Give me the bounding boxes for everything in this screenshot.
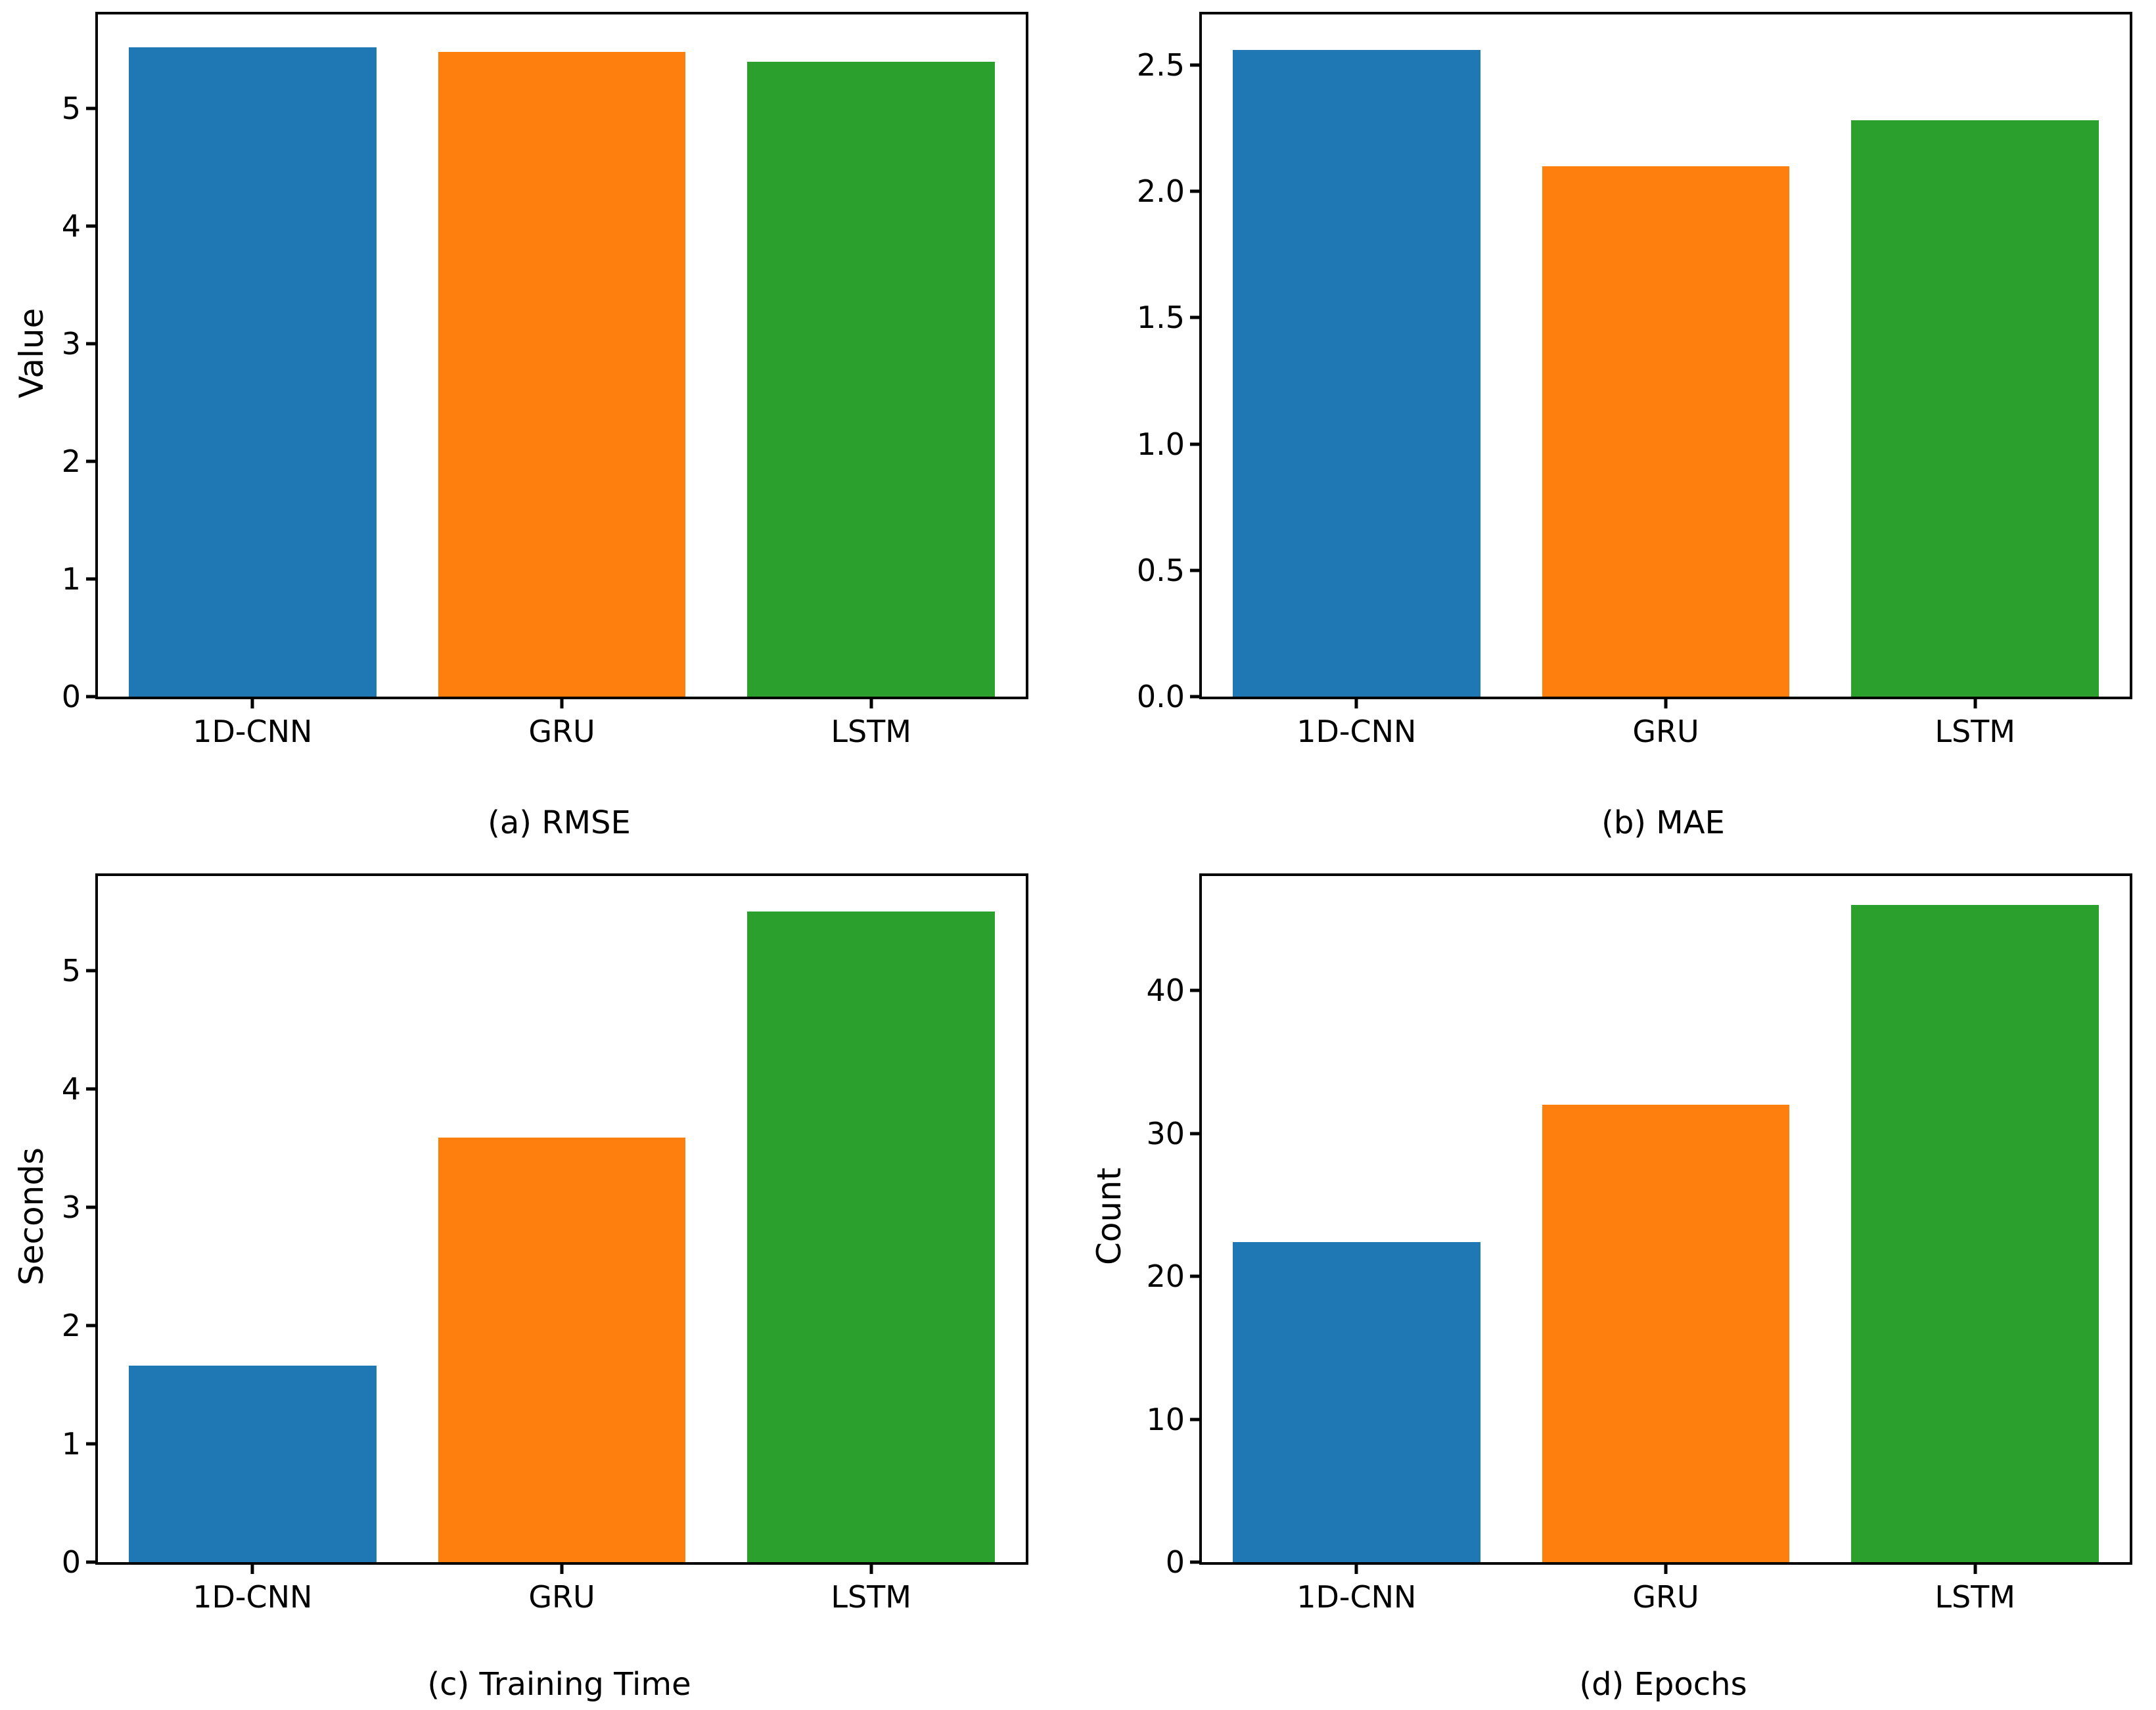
x-tick-label: 1D-CNN: [193, 714, 313, 749]
x-tick-mark: [250, 697, 254, 708]
y-tick-mark: [86, 1205, 98, 1209]
y-tick-mark: [1190, 315, 1202, 319]
y-tick-label: 5: [61, 91, 81, 127]
y-tick-label: 2.5: [1136, 47, 1185, 83]
bar-gru: [438, 52, 686, 697]
x-tick-label: GRU: [1632, 714, 1699, 749]
y-tick-label: 4: [61, 1071, 81, 1107]
panel-b-mae: 0.0 0.5 1.0 1.5 2.0 2.5 1D-CNN GRU LSTM (b) MAE: [1078, 0, 2155, 855]
x-tick-label: LSTM: [1935, 714, 2015, 749]
y-tick-label: 10: [1146, 1401, 1185, 1437]
y-tick-mark: [86, 224, 98, 228]
panel-caption: (d) Epochs: [1579, 1666, 1747, 1703]
bar-lstm: [747, 912, 995, 1562]
y-tick-label: 3: [61, 326, 81, 362]
y-tick-mark: [1190, 568, 1202, 572]
bar-gru: [438, 1137, 686, 1562]
panel-a-rmse: Value 0 1 2 3 4 5 1D-CNN GRU LSTM (a) RMSE: [0, 0, 1078, 855]
y-tick-mark: [86, 459, 98, 463]
axes-training-time: 0 1 2 3 4 5 1D-CNN GRU LSTM: [62, 873, 1028, 1612]
x-tick-label: GRU: [528, 1579, 595, 1615]
panel-caption: (c) Training Time: [427, 1666, 691, 1703]
y-tick-label: 30: [1146, 1115, 1185, 1151]
y-tick-label: 20: [1146, 1259, 1185, 1294]
y-tick-mark: [86, 1560, 98, 1564]
y-axis-label: Seconds: [12, 1147, 51, 1286]
y-tick-mark: [1190, 1560, 1202, 1564]
y-tick-mark: [1190, 189, 1202, 193]
bar-1d-cnn: [129, 47, 377, 697]
y-tick-label: 2.0: [1136, 173, 1185, 210]
y-tick-mark: [1190, 695, 1202, 699]
y-tick-mark: [1190, 1418, 1202, 1421]
y-tick-label: 2: [61, 1308, 81, 1343]
panel-caption: (b) MAE: [1601, 804, 1725, 841]
x-tick-mark: [560, 697, 564, 708]
x-tick-mark: [869, 1562, 873, 1574]
bar-gru: [1542, 166, 1790, 697]
x-tick-mark: [1973, 697, 1977, 708]
y-tick-label: 3: [61, 1190, 81, 1225]
x-tick-label: 1D-CNN: [193, 1579, 313, 1615]
y-tick-mark: [1190, 442, 1202, 446]
x-tick-label: GRU: [1632, 1579, 1699, 1615]
y-tick-label: 0: [61, 1544, 81, 1580]
y-tick-mark: [1190, 988, 1202, 992]
y-tick-label: 5: [61, 953, 81, 988]
x-tick-mark: [1354, 697, 1358, 708]
y-axis-label: Count: [1090, 1167, 1128, 1266]
y-axis-label: Value: [12, 308, 51, 398]
x-tick-label: 1D-CNN: [1296, 714, 1417, 749]
y-tick-mark: [86, 342, 98, 346]
y-tick-label: 1: [61, 1426, 81, 1462]
y-tick-mark: [86, 1442, 98, 1446]
y-tick-label: 0: [61, 679, 81, 714]
y-tick-mark: [86, 106, 98, 110]
bar-lstm: [1851, 904, 2099, 1562]
panel-c-training-time: Seconds 0 1 2 3 4 5 1D-CNN GRU LSTM (c) Training…: [0, 855, 1078, 1710]
y-tick-label: 2: [61, 444, 81, 480]
panel-d-epochs: Count 0 10 20 30 40 1D-CNN GRU LSTM (d) Epochs: [1078, 855, 2155, 1710]
y-tick-label: 0.5: [1136, 552, 1185, 588]
bar-1d-cnn: [1233, 49, 1480, 697]
x-tick-label: LSTM: [1935, 1579, 2015, 1615]
y-tick-label: 0.0: [1136, 679, 1185, 714]
x-tick-label: LSTM: [831, 714, 911, 749]
x-tick-mark: [250, 1562, 254, 1574]
bar-1d-cnn: [129, 1366, 377, 1562]
y-tick-label: 1: [61, 561, 81, 597]
x-tick-mark: [869, 697, 873, 708]
y-tick-label: 1.5: [1136, 300, 1185, 336]
y-tick-mark: [86, 1087, 98, 1091]
panel-caption: (a) RMSE: [488, 804, 631, 841]
axes-rmse: 0 1 2 3 4 5 1D-CNN GRU LSTM: [62, 12, 1028, 747]
x-tick-mark: [560, 1562, 564, 1574]
y-tick-mark: [1190, 1132, 1202, 1135]
y-tick-label: 0: [1165, 1544, 1185, 1580]
x-tick-label: 1D-CNN: [1296, 1579, 1417, 1615]
bar-gru: [1542, 1105, 1790, 1562]
bar-lstm: [747, 61, 995, 697]
axes-mae: 0.0 0.5 1.0 1.5 2.0 2.5 1D-CNN GRU LSTM: [1137, 12, 2132, 747]
bar-lstm: [1851, 120, 2099, 697]
x-tick-mark: [1664, 697, 1668, 708]
y-tick-mark: [86, 695, 98, 699]
y-tick-mark: [86, 1324, 98, 1328]
x-tick-label: LSTM: [831, 1579, 911, 1615]
x-tick-label: GRU: [528, 714, 595, 749]
x-tick-mark: [1664, 1562, 1668, 1574]
x-tick-mark: [1354, 1562, 1358, 1574]
y-tick-label: 4: [61, 208, 81, 244]
y-tick-mark: [1190, 63, 1202, 67]
y-tick-label: 40: [1146, 973, 1185, 1008]
x-tick-mark: [1973, 1562, 1977, 1574]
y-tick-mark: [86, 577, 98, 581]
y-tick-mark: [86, 969, 98, 973]
axes-epochs: 0 10 20 30 40 1D-CNN GRU LSTM: [1146, 873, 2132, 1612]
bar-1d-cnn: [1233, 1241, 1480, 1562]
y-axis-label: [1088, 12, 1130, 694]
y-tick-mark: [1190, 1274, 1202, 1278]
y-tick-label: 1.0: [1136, 426, 1185, 462]
